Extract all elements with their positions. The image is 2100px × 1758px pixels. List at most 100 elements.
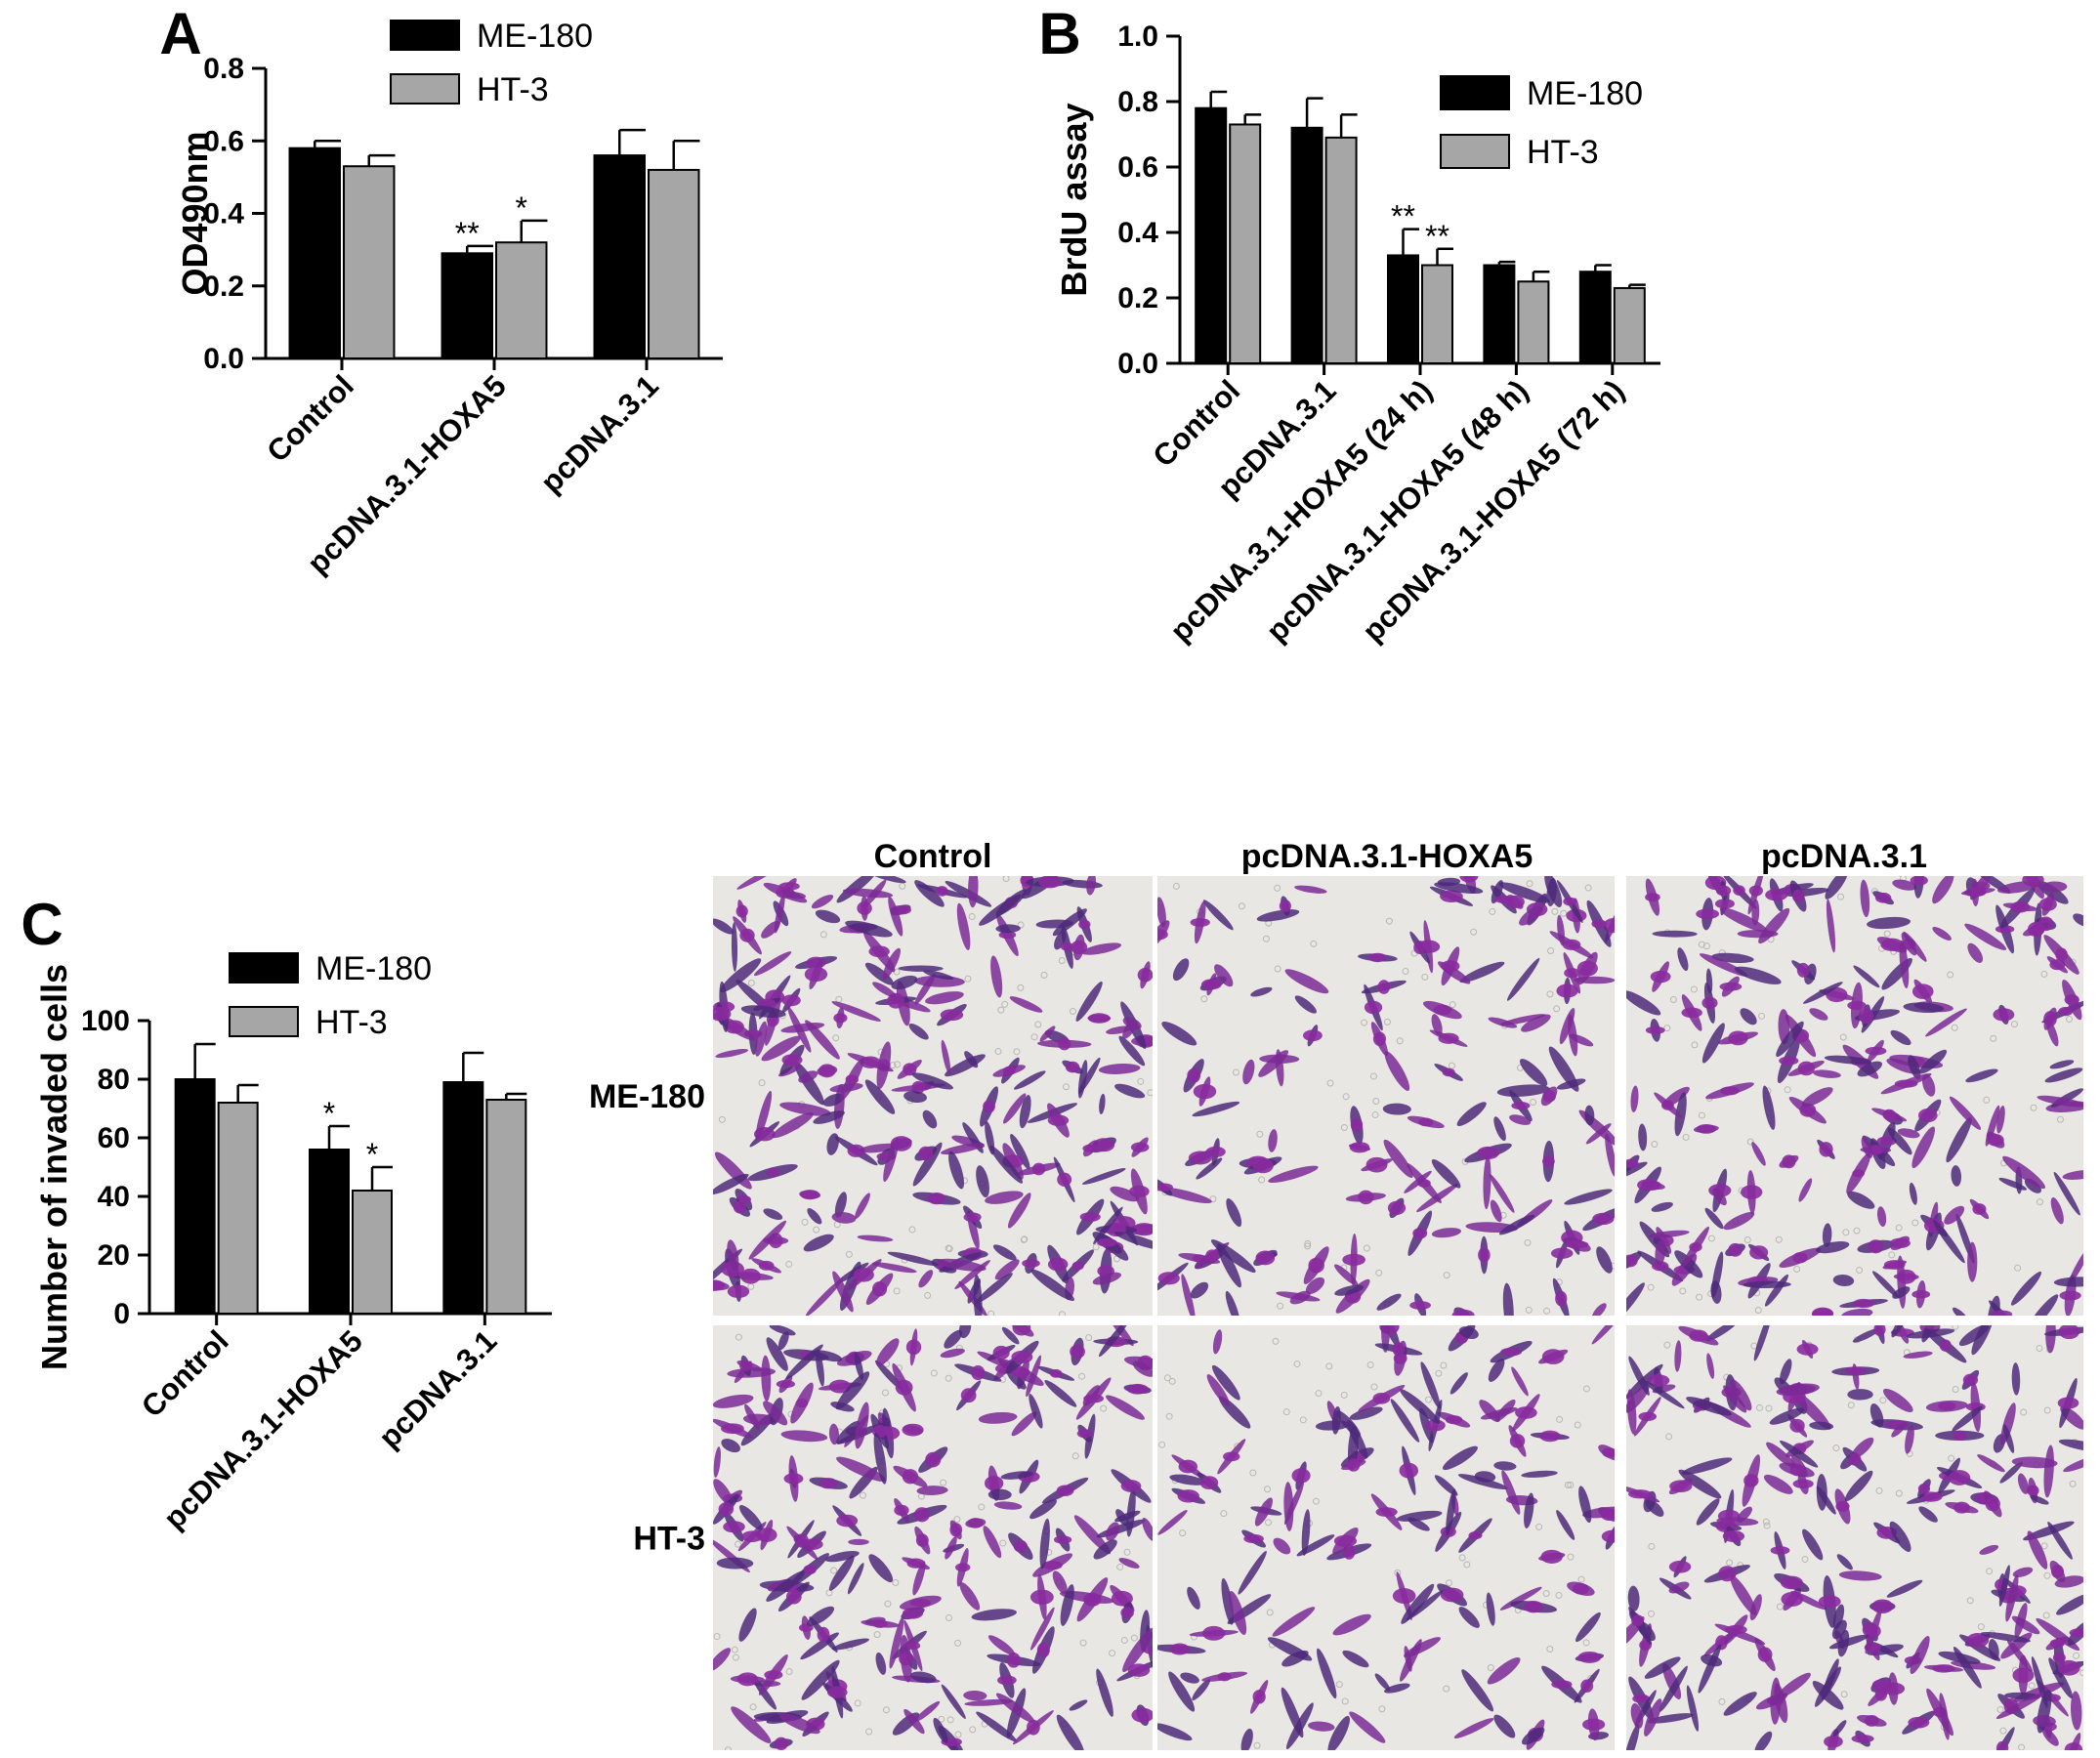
stained-cell (1002, 1093, 1027, 1124)
membrane-pore (2066, 1016, 2074, 1024)
stained-cell-body (1865, 1046, 1887, 1056)
stained-cell (973, 1274, 983, 1316)
stained-cell (1254, 1497, 1273, 1527)
significance-marker: ** (1425, 219, 1449, 254)
stained-cell-body (1413, 941, 1427, 954)
bar-me180 (288, 146, 341, 359)
stained-cell-body (984, 1476, 1004, 1491)
y-tick-label: 0.8 (1117, 86, 1158, 118)
stained-cell (1574, 976, 1615, 984)
stained-cell (1825, 876, 1849, 900)
stained-cell-body (774, 1737, 788, 1750)
micrograph-background (713, 876, 1153, 1316)
stained-cell-body (1540, 1549, 1563, 1564)
stained-cell-body (1897, 1269, 1916, 1284)
stained-cell (1861, 1136, 1873, 1159)
stained-cell (1305, 1277, 1325, 1294)
stained-cell (963, 1690, 987, 1701)
stained-cell-body (1524, 1600, 1543, 1613)
membrane-pore (1310, 940, 1318, 947)
stained-cell-body (1562, 939, 1581, 950)
membrane-pore (1137, 1077, 1145, 1085)
bar-ht3 (217, 1102, 259, 1315)
stained-cell-body (2027, 921, 2045, 938)
stained-cell-body (1880, 938, 1904, 951)
stained-cell (976, 1165, 989, 1197)
stained-cell (1719, 907, 1768, 933)
bar-ht3 (648, 168, 700, 359)
stained-cell (1998, 1565, 2010, 1607)
stained-cell-body (1866, 1624, 1881, 1638)
membrane-pore (940, 1479, 947, 1486)
stained-cell (1060, 1584, 1074, 1626)
membrane-pore (1832, 1444, 1840, 1452)
stained-cell (1400, 1639, 1422, 1682)
membrane-pore (1560, 909, 1568, 917)
bar-me180 (1195, 106, 1228, 364)
stained-cell (1977, 1454, 2005, 1473)
stained-cell-body (1908, 1716, 1930, 1729)
stained-cell-body (1835, 1500, 1850, 1512)
stained-cell (774, 894, 785, 934)
stained-cell (1749, 1594, 1762, 1621)
membrane-pore (1421, 973, 1429, 981)
stained-cell (1327, 1715, 1351, 1750)
membrane-pore (1463, 1561, 1471, 1569)
stained-cell (1489, 1173, 1515, 1213)
stained-cell-body (1333, 1534, 1358, 1547)
membrane-pore (945, 1374, 952, 1382)
stained-cell-body (1036, 1642, 1050, 1658)
stained-cell (1801, 1087, 1833, 1108)
stained-cell-body (1792, 889, 1805, 903)
stained-cell (1698, 1644, 1722, 1694)
membrane-pore (1648, 1610, 1656, 1617)
stained-cell (1832, 1604, 1845, 1630)
stained-cell (987, 1488, 1012, 1500)
membrane-pore (832, 1034, 840, 1042)
membrane-pore (908, 1226, 916, 1234)
stained-cell-body (1477, 1146, 1499, 1160)
stained-cell (1026, 1355, 1041, 1398)
stained-cell-body (1412, 1228, 1428, 1239)
stained-cell (1740, 1008, 1757, 1026)
membrane-pore (1443, 1272, 1450, 1279)
stained-cell-body (736, 1672, 759, 1687)
stained-cell (1764, 1274, 1788, 1307)
stained-cell (1511, 1366, 1529, 1397)
legend-swatch-me180 (390, 20, 460, 51)
stained-cell (1857, 1061, 1882, 1077)
stained-cell (1812, 1069, 1841, 1078)
membrane-pore (1402, 967, 1409, 975)
stained-cell-body (902, 1608, 924, 1619)
stained-cell (807, 1606, 835, 1626)
stained-cell (1159, 1187, 1212, 1204)
membrane-pore (1071, 1452, 1079, 1460)
stained-cell-body (1728, 1242, 1743, 1257)
membrane-pore (1130, 1634, 1138, 1642)
stained-cell (1892, 879, 1917, 891)
stained-cell-body (860, 1056, 881, 1068)
stained-cell (1630, 1702, 1644, 1729)
membrane-pore (1839, 1033, 1847, 1041)
membrane-pore (1168, 1377, 1176, 1385)
bar-me180 (1290, 126, 1323, 364)
stained-cell (822, 1093, 845, 1107)
stained-cell (1730, 1379, 1752, 1411)
stained-cell (1168, 1671, 1196, 1712)
stained-cell (1296, 1534, 1335, 1557)
membrane-pore (1440, 1361, 1448, 1369)
stained-cell (1272, 1607, 1316, 1637)
stained-cell (1334, 1284, 1365, 1296)
stained-cell-body (1602, 1447, 1615, 1458)
bar-me180 (1387, 254, 1419, 365)
stained-cell (2033, 1715, 2056, 1728)
stained-cell (1869, 1402, 1884, 1428)
membrane-pore (1665, 1433, 1673, 1441)
stained-cell (1569, 1033, 1594, 1047)
stained-cell-body (1714, 899, 1735, 909)
membrane-pore (1999, 1727, 2007, 1735)
stained-cell (1077, 1060, 1088, 1099)
membrane-pore (1326, 1079, 1334, 1087)
membrane-pore (1895, 1224, 1903, 1232)
